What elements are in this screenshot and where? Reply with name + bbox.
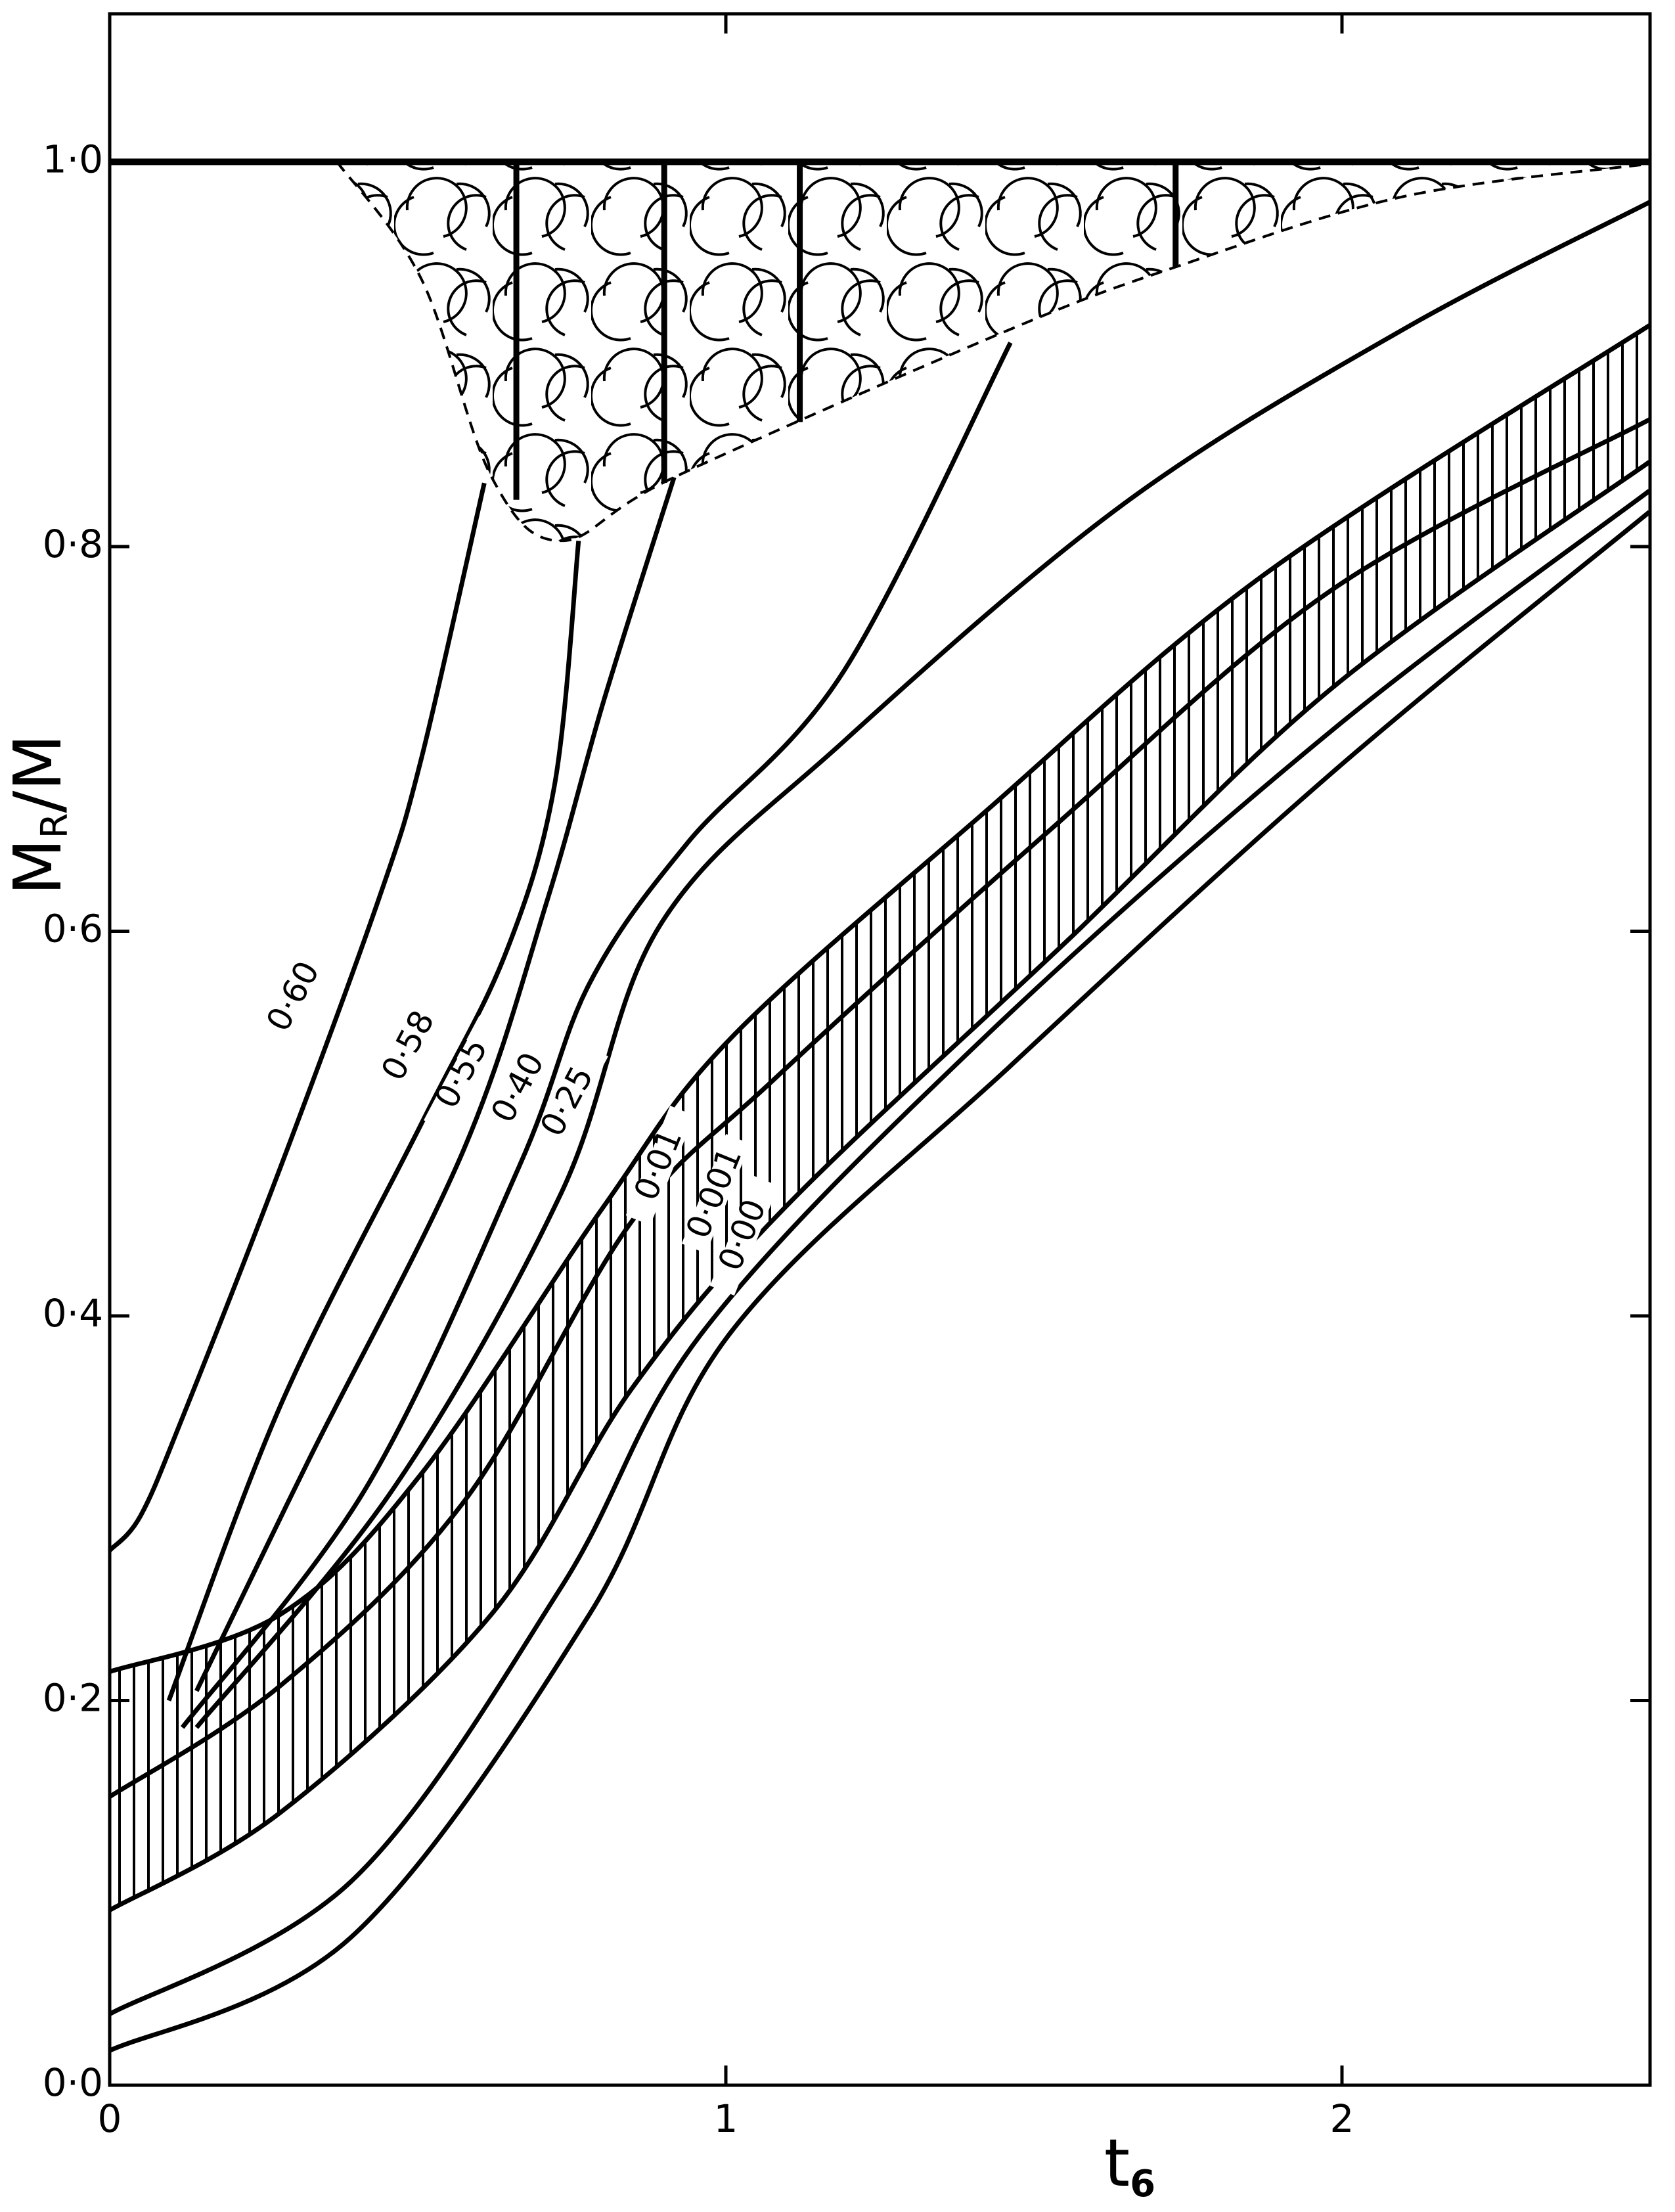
label-bg (256, 939, 334, 1056)
label-bg (625, 1106, 695, 1225)
convective-boundary (336, 161, 1650, 543)
label-bg (424, 1016, 502, 1133)
curve (180, 342, 1013, 1729)
label-bg (681, 1134, 751, 1253)
curve (108, 417, 1651, 1799)
label-bg (529, 1044, 608, 1161)
curve (108, 323, 1651, 1674)
y-label-sub: R (34, 813, 76, 838)
curve (194, 476, 677, 1692)
label-bg (370, 988, 449, 1105)
curve (194, 200, 1651, 1729)
label-bg (709, 1176, 779, 1296)
x-tick-label: 1 (714, 2096, 738, 2141)
y-tick-label: 0·6 (43, 907, 103, 951)
y-tick-label: 0·2 (43, 1676, 103, 1721)
x-tick-label: 2 (1330, 2096, 1354, 2141)
curve (108, 482, 487, 1552)
curve (166, 540, 581, 1702)
x-tick-label: 0 (98, 2096, 122, 2141)
y-axis-label: MR/M (0, 734, 76, 895)
y-label-main: M (0, 838, 76, 895)
y-tick-label: 1·0 (43, 137, 103, 182)
x-axis-label: t6 (1104, 2125, 1155, 2205)
curve (108, 489, 1651, 2016)
y-tick-label: 0·0 (43, 2060, 103, 2105)
curve (108, 510, 1651, 2053)
y-label-rest: /M (0, 734, 76, 813)
hatched-band (110, 325, 1650, 1910)
y-tick-label: 0·8 (43, 522, 103, 566)
x-label-main: t (1104, 2125, 1130, 2201)
plot-frame (108, 12, 1652, 2087)
label-bg (480, 1030, 559, 1147)
x-label-sub: 6 (1130, 2163, 1155, 2205)
y-tick-label: 0·4 (43, 1291, 103, 1336)
